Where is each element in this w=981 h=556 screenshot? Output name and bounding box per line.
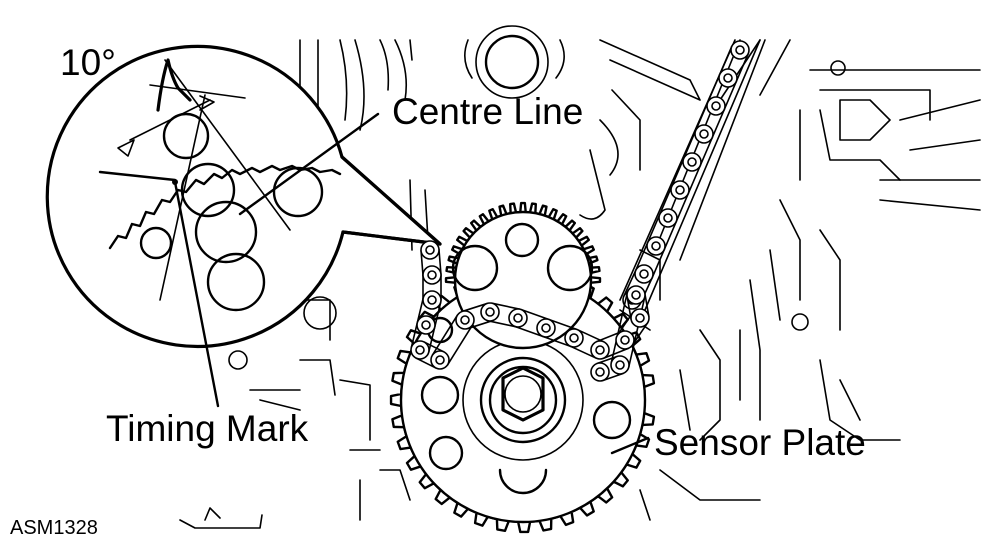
chain-links-lower (410, 240, 650, 382)
engine-block-linework (179, 25, 981, 529)
timing-mark-label: Timing Mark (106, 408, 309, 449)
sensor-plate-leader (610, 436, 650, 455)
figure-code: ASM1328 (10, 517, 98, 539)
timing-chain (619, 39, 766, 311)
sensor-plate-label: Sensor Plate (654, 422, 866, 463)
magnified-view (45, 44, 442, 408)
angle-label: 10° (60, 42, 116, 83)
centre-line-label: Centre Line (392, 91, 584, 132)
